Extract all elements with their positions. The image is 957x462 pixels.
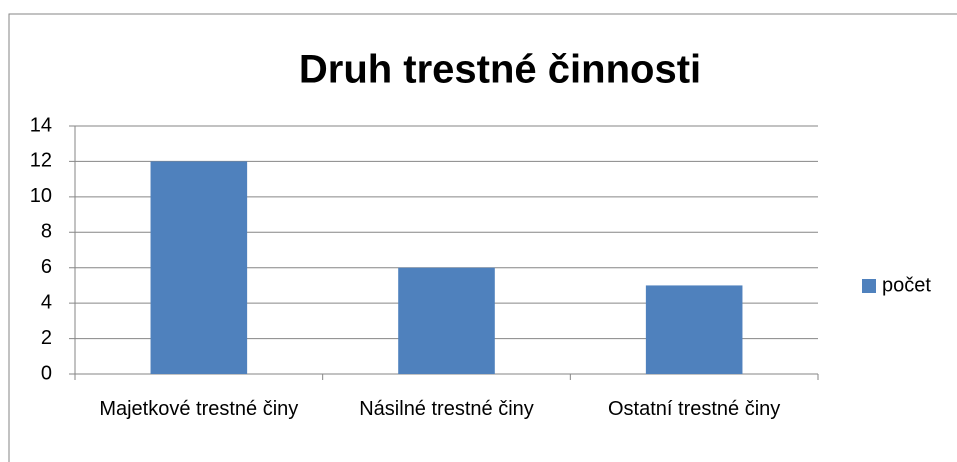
legend-swatch: [862, 279, 876, 293]
y-tick-label: 4: [41, 291, 52, 313]
x-tick-label-box: Ostatní trestné činy: [608, 398, 781, 420]
bar: [150, 161, 248, 374]
y-tick-label: 12: [30, 150, 52, 172]
bar: [398, 267, 495, 374]
chart-border: [8, 13, 957, 462]
y-tick-label: 2: [41, 327, 52, 349]
y-tick-label: 6: [41, 256, 52, 278]
x-tick-label: Ostatní trestné činy: [608, 398, 781, 420]
x-tick-label-box: Majetkové trestné činy: [99, 398, 299, 420]
x-tick-label: Majetkové trestné činy: [99, 398, 299, 420]
y-tick-label: 10: [30, 185, 52, 207]
y-tick-label: 0: [41, 362, 52, 384]
x-tick-label-box: Násilné trestné činy: [359, 398, 534, 420]
x-tick-label: Násilné trestné činy: [359, 398, 534, 420]
y-tick-label: 8: [41, 221, 52, 243]
y-tick-label: 14: [30, 114, 52, 136]
chart-title: Druh trestné činnosti: [299, 48, 701, 92]
legend-label: počet: [882, 274, 931, 296]
bar: [645, 285, 743, 374]
